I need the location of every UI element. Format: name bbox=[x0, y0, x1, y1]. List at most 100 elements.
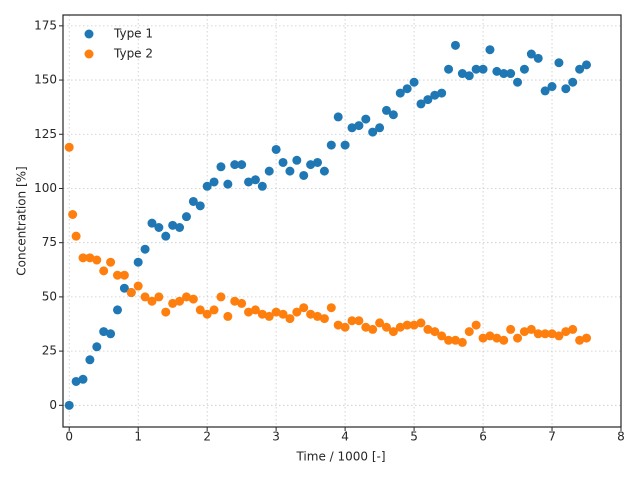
point bbox=[250, 175, 260, 185]
point bbox=[388, 110, 398, 120]
point bbox=[223, 311, 233, 321]
x-tick-label: 6 bbox=[479, 430, 487, 444]
point bbox=[188, 196, 198, 206]
point bbox=[513, 333, 523, 343]
point bbox=[119, 283, 129, 293]
point bbox=[561, 327, 571, 337]
point bbox=[99, 327, 109, 337]
point bbox=[223, 179, 233, 189]
point bbox=[395, 88, 405, 98]
point bbox=[85, 355, 95, 365]
point bbox=[554, 331, 564, 341]
x-tick-label: 2 bbox=[203, 430, 211, 444]
point bbox=[533, 329, 543, 339]
point bbox=[430, 90, 440, 100]
point bbox=[161, 231, 171, 241]
point bbox=[147, 218, 157, 228]
point bbox=[175, 223, 185, 233]
point bbox=[519, 327, 529, 337]
y-tick-label: 175 bbox=[34, 18, 57, 32]
point bbox=[154, 292, 164, 302]
point bbox=[347, 123, 357, 133]
point bbox=[244, 177, 254, 187]
point bbox=[99, 266, 109, 276]
point bbox=[209, 177, 219, 187]
point bbox=[416, 318, 426, 328]
point bbox=[250, 305, 260, 315]
point bbox=[106, 257, 116, 267]
y-tick-label: 100 bbox=[34, 181, 57, 195]
point bbox=[526, 324, 536, 334]
point bbox=[244, 307, 254, 317]
point bbox=[285, 166, 295, 176]
point bbox=[92, 342, 102, 352]
point bbox=[375, 318, 385, 328]
point bbox=[230, 160, 240, 170]
point bbox=[430, 327, 440, 337]
legend-label: Type 2 bbox=[113, 47, 153, 61]
point bbox=[181, 292, 191, 302]
legend-marker bbox=[84, 49, 94, 59]
point bbox=[202, 309, 212, 319]
point bbox=[519, 64, 529, 74]
point bbox=[409, 320, 419, 330]
y-axis-label: Concentration [%] bbox=[15, 166, 29, 275]
point bbox=[154, 223, 164, 233]
point bbox=[278, 157, 288, 167]
point bbox=[568, 324, 578, 334]
point bbox=[402, 84, 412, 94]
point bbox=[492, 333, 502, 343]
y-tick-label: 50 bbox=[42, 289, 57, 303]
point bbox=[237, 298, 247, 308]
point bbox=[106, 329, 116, 339]
point bbox=[119, 270, 129, 280]
point bbox=[444, 64, 454, 74]
x-tick-label: 1 bbox=[134, 430, 142, 444]
point bbox=[168, 220, 178, 230]
point bbox=[492, 66, 502, 76]
point bbox=[582, 333, 592, 343]
point bbox=[112, 305, 122, 315]
point bbox=[140, 244, 150, 254]
point bbox=[326, 303, 336, 313]
point bbox=[464, 327, 474, 337]
point bbox=[333, 320, 343, 330]
x-tick-label: 0 bbox=[65, 430, 73, 444]
y-tick-label: 75 bbox=[42, 235, 57, 249]
point bbox=[271, 144, 281, 154]
point bbox=[568, 77, 578, 87]
point bbox=[161, 307, 171, 317]
point bbox=[368, 127, 378, 137]
point bbox=[85, 253, 95, 263]
point bbox=[388, 327, 398, 337]
point bbox=[361, 322, 371, 332]
y-tick-label: 25 bbox=[42, 344, 57, 358]
point bbox=[457, 337, 467, 347]
x-tick-label: 7 bbox=[548, 430, 556, 444]
point bbox=[457, 69, 467, 79]
point bbox=[437, 331, 447, 341]
point bbox=[506, 324, 516, 334]
point bbox=[347, 316, 357, 326]
point bbox=[195, 305, 205, 315]
point bbox=[237, 160, 247, 170]
point bbox=[71, 376, 81, 386]
point bbox=[423, 95, 433, 105]
point bbox=[133, 257, 143, 267]
point bbox=[257, 309, 267, 319]
point bbox=[271, 307, 281, 317]
point bbox=[133, 281, 143, 291]
point bbox=[464, 71, 474, 81]
point bbox=[264, 311, 274, 321]
point bbox=[202, 181, 212, 191]
point bbox=[68, 209, 78, 219]
point bbox=[506, 69, 516, 79]
plot-frame bbox=[62, 14, 622, 428]
point bbox=[78, 253, 88, 263]
legend-label: Type 1 bbox=[113, 27, 153, 41]
point bbox=[423, 324, 433, 334]
point bbox=[471, 64, 481, 74]
point bbox=[354, 316, 364, 326]
point bbox=[416, 99, 426, 109]
